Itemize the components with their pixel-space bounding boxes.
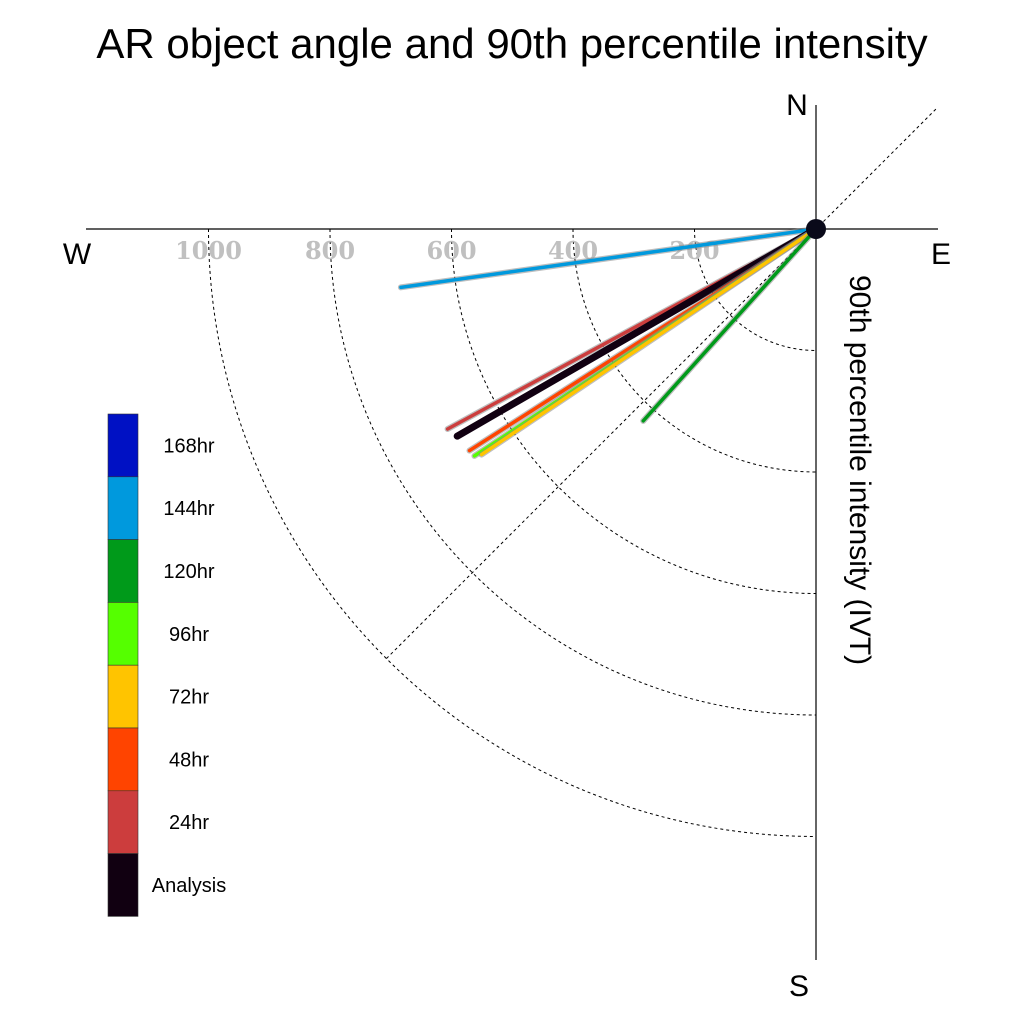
compass-south-label: S [789, 970, 809, 1003]
grid-ring-400 [572, 228, 817, 473]
legend-label-144hr: 144hr [163, 498, 214, 520]
legend-swatch-analysis [107, 853, 139, 917]
origin-marker [806, 219, 826, 239]
legend: 168hr 144hr 120hr 96hr 72hr 48hr 24hr Analysis [107, 413, 226, 917]
grid-ring-600 [451, 228, 817, 594]
legend-label-analysis: Analysis [152, 875, 226, 897]
legend-swatch-48hr [107, 727, 139, 792]
legend-label-120hr: 120hr [163, 561, 214, 583]
legend-label-48hr: 48hr [169, 749, 209, 771]
legend-label-72hr: 72hr [169, 687, 209, 709]
vector-analysis [453, 225, 820, 440]
vector-144hr [397, 226, 819, 291]
legend-swatch-96hr [107, 602, 139, 666]
radial-tick-800: 800 [305, 236, 355, 265]
legend-swatch-24hr [107, 790, 139, 854]
legend-swatch-72hr [107, 664, 139, 729]
vector-series [397, 225, 820, 459]
vector-72hr [478, 226, 819, 458]
legend-swatch-120hr [107, 539, 139, 603]
compass-west-label: W [63, 238, 92, 271]
grid-ring-1000 [208, 228, 817, 837]
compass-east-label: E [931, 238, 951, 271]
grid-ring-200 [694, 228, 817, 351]
vector-120hr [640, 226, 819, 424]
compass-north-label: N [786, 89, 808, 122]
radial-tick-1000: 1000 [175, 236, 242, 265]
grid-ring-800 [329, 228, 817, 716]
chart-title: AR object angle and 90th percentile inte… [96, 20, 927, 67]
radial-tick-600: 600 [426, 236, 476, 265]
legend-swatch-168hr [107, 413, 139, 478]
legend-swatch-144hr [107, 476, 139, 540]
grid-rings [208, 108, 937, 837]
legend-label-168hr: 168hr [163, 435, 214, 457]
y-axis-label: 90th percentile intensity (IVT) [843, 275, 876, 665]
legend-label-24hr: 24hr [169, 812, 209, 834]
legend-label-96hr: 96hr [169, 624, 209, 646]
